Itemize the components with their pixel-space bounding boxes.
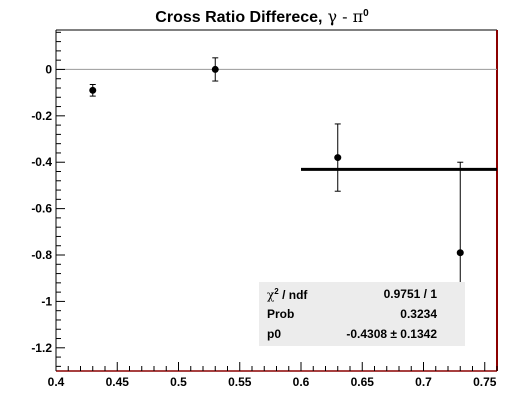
stats-row-p0: p0 -0.4308 ± 0.1342 — [259, 327, 465, 345]
y-tick-label: -0.4 — [31, 155, 52, 169]
x-tick-label: 0.5 — [170, 375, 187, 389]
x-tick-label: 0.75 — [473, 375, 497, 389]
y-tick-label: -1 — [41, 294, 52, 308]
x-tick-label: 0.65 — [351, 375, 375, 389]
y-tick-label: -1.2 — [31, 341, 52, 355]
data-point — [211, 65, 219, 73]
data-point — [89, 86, 97, 94]
chart-title-text: Cross Ratio Differece, — [155, 9, 322, 26]
data-point — [456, 249, 464, 257]
data-point — [334, 154, 342, 162]
x-axis: 0.4 0.45 0.5 0.55 0.6 0.65 0.7 0.75 — [48, 362, 498, 389]
x-tick-label: 0.45 — [106, 375, 130, 389]
y-axis: 0 -0.2 -0.4 -0.6 -0.8 -1 -1.2 — [31, 31, 65, 367]
y-tick-label: -0.2 — [31, 109, 52, 123]
x-tick-label: 0.4 — [48, 375, 65, 389]
chart-title-symbols: γ - π — [327, 7, 363, 26]
y-tick-label: 0 — [45, 62, 52, 76]
y-tick-label: -0.6 — [31, 202, 52, 216]
chi-symbol: χ — [267, 288, 275, 302]
stats-key-chi2: χ2 / ndf — [267, 287, 307, 302]
y-tick-label: -0.8 — [31, 248, 52, 262]
stats-row-prob: Prob 0.3234 — [259, 307, 465, 325]
stats-value-p0: -0.4308 ± 0.1342 — [346, 327, 437, 341]
chi-separator: / — [278, 288, 289, 302]
stats-box: χ2 / ndf 0.9751 / 1 Prob 0.3234 p0 -0.43… — [259, 282, 465, 346]
stats-row-chi2: χ2 / ndf 0.9751 / 1 — [259, 287, 465, 305]
x-tick-label: 0.6 — [293, 375, 310, 389]
stats-value-prob: 0.3234 — [400, 307, 437, 321]
x-tick-label: 0.55 — [228, 375, 252, 389]
stats-key-p0: p0 — [267, 327, 282, 341]
x-tick-label: 0.7 — [415, 375, 432, 389]
chart-title-superscript: 0 — [363, 8, 369, 19]
chart-title: Cross Ratio Differece, γ - π0 — [155, 7, 369, 26]
stats-value-chi2: 0.9751 / 1 — [383, 287, 437, 301]
stats-key-prob: Prob — [267, 307, 295, 321]
chi-power: 2 — [274, 287, 279, 296]
ndf-label: ndf — [288, 288, 308, 302]
